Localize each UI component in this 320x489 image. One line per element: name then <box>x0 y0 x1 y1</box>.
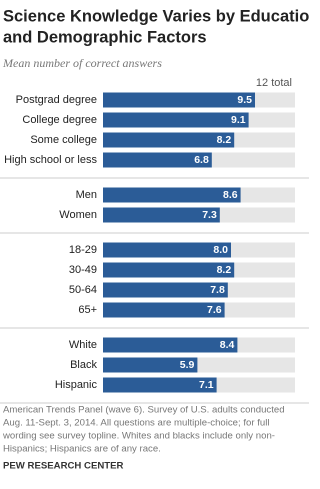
bar <box>103 207 220 223</box>
bar <box>103 187 241 203</box>
bar <box>103 377 217 393</box>
chart-subtitle: Mean number of correct answers <box>2 56 162 70</box>
category-label: Some college <box>30 134 97 146</box>
category-label: 65+ <box>78 304 97 316</box>
bar <box>103 357 198 373</box>
category-label: 18-29 <box>69 244 97 256</box>
category-label: Men <box>76 189 97 201</box>
value-label: 7.1 <box>199 379 214 391</box>
value-label: 8.4 <box>220 339 235 351</box>
chart-title: Science Knowledge Varies by Education <box>3 7 309 25</box>
source: PEW RESEARCH CENTER <box>3 461 124 472</box>
footnote: Hispanics; Hispanics are of any race. <box>3 444 161 455</box>
value-label: 8.6 <box>223 189 238 201</box>
bar <box>103 282 228 298</box>
value-label: 7.8 <box>210 284 225 296</box>
category-label: Hispanic <box>55 379 98 391</box>
bar <box>103 112 249 128</box>
bar <box>103 337 238 353</box>
category-label: Black <box>70 359 97 371</box>
bar <box>103 92 255 108</box>
value-label: 8.2 <box>217 134 232 146</box>
value-label: 8.0 <box>213 244 228 256</box>
value-label: 8.2 <box>217 264 232 276</box>
value-label: 7.6 <box>207 304 222 316</box>
value-label: 7.3 <box>202 209 217 221</box>
chart: Science Knowledge Varies by Education an… <box>0 7 309 472</box>
category-label: High school or less <box>4 154 97 166</box>
footnote: wording see survey topline. Whites and b… <box>2 431 275 442</box>
bar <box>103 302 225 318</box>
category-label: White <box>69 339 97 351</box>
bar <box>103 152 212 168</box>
category-label: College degree <box>22 114 97 126</box>
category-label: 30-49 <box>69 264 97 276</box>
value-label: 6.8 <box>194 154 209 166</box>
bar <box>103 262 235 278</box>
chart-title: and Demographic Factors <box>3 28 207 46</box>
bar <box>103 242 231 258</box>
category-label: Postgrad degree <box>16 94 97 106</box>
bar <box>103 132 235 148</box>
category-label: 50-64 <box>69 284 97 296</box>
value-label: 5.9 <box>180 359 195 371</box>
footnote: American Trends Panel (wave 6). Survey o… <box>3 405 285 416</box>
scale-label: 12 total <box>256 77 292 89</box>
category-label: Women <box>59 209 97 221</box>
value-label: 9.1 <box>231 114 246 126</box>
footnote: Aug. 11-Sept. 3, 2014. All questions are… <box>3 418 269 429</box>
value-label: 9.5 <box>237 94 252 106</box>
